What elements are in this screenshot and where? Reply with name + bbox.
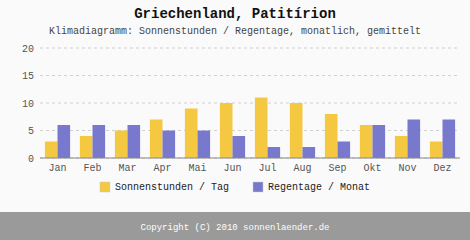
legend-label: Sonnenstunden / Tag xyxy=(115,182,229,193)
bar xyxy=(115,131,128,159)
bar xyxy=(255,98,268,159)
bar xyxy=(150,120,163,159)
grid-line xyxy=(40,48,460,49)
bar xyxy=(443,120,456,159)
grid-line xyxy=(40,103,460,104)
bar xyxy=(430,142,443,159)
bar xyxy=(93,125,106,158)
y-tick-label: 5 xyxy=(28,126,34,137)
bar xyxy=(360,125,373,158)
x-tick-label: Jul xyxy=(258,163,276,174)
bar xyxy=(303,147,316,158)
x-tick-label: Jun xyxy=(223,163,241,174)
chart: Griechenland, Patitírion Klimadiagramm: S… xyxy=(0,0,470,240)
x-tick-label: Mar xyxy=(118,163,136,174)
x-axis xyxy=(40,158,460,159)
bar xyxy=(163,131,176,159)
footer-text: Copyright (C) 2010 sonnenlaender.de xyxy=(140,223,329,233)
bar xyxy=(338,142,351,159)
y-tick-label: 15 xyxy=(22,71,34,82)
x-tick-label: Aug xyxy=(293,163,311,174)
legend-swatch xyxy=(253,182,263,192)
bar xyxy=(220,103,233,158)
bar xyxy=(290,103,303,158)
background xyxy=(0,0,470,240)
bar xyxy=(198,131,211,159)
bar xyxy=(268,147,281,158)
bar xyxy=(128,125,141,158)
legend: Sonnenstunden / Tag Regentage / Monat xyxy=(100,182,370,193)
bar xyxy=(233,136,246,158)
title: Griechenland, Patitírion xyxy=(134,6,336,22)
bar xyxy=(58,125,71,158)
legend-label: Regentage / Monat xyxy=(268,182,370,193)
bar xyxy=(408,120,421,159)
y-tick-label: 20 xyxy=(22,44,34,55)
x-tick-label: Nov xyxy=(398,163,416,174)
bar xyxy=(185,109,198,159)
bar xyxy=(325,114,338,158)
grid-line xyxy=(40,75,460,76)
footer-bar xyxy=(0,212,470,240)
x-tick-label: Jan xyxy=(48,163,66,174)
x-tick-label: Dez xyxy=(433,163,451,174)
x-tick-label: Sep xyxy=(328,163,346,174)
y-tick-label: 0 xyxy=(28,154,34,165)
x-tick-label: Mai xyxy=(188,163,206,174)
subtitle: Klimadiagramm: Sonnenstunden / Regentage… xyxy=(49,26,421,37)
grid xyxy=(40,48,460,158)
bar xyxy=(45,142,58,159)
legend-swatch xyxy=(100,182,110,192)
bar xyxy=(80,136,93,158)
x-tick-label: Apr xyxy=(153,163,171,174)
bar xyxy=(395,136,408,158)
y-tick-label: 10 xyxy=(22,99,34,110)
bar xyxy=(373,125,386,158)
x-tick-label: Feb xyxy=(83,163,101,174)
grid-line xyxy=(40,158,460,159)
x-tick-label: Okt xyxy=(363,163,381,174)
